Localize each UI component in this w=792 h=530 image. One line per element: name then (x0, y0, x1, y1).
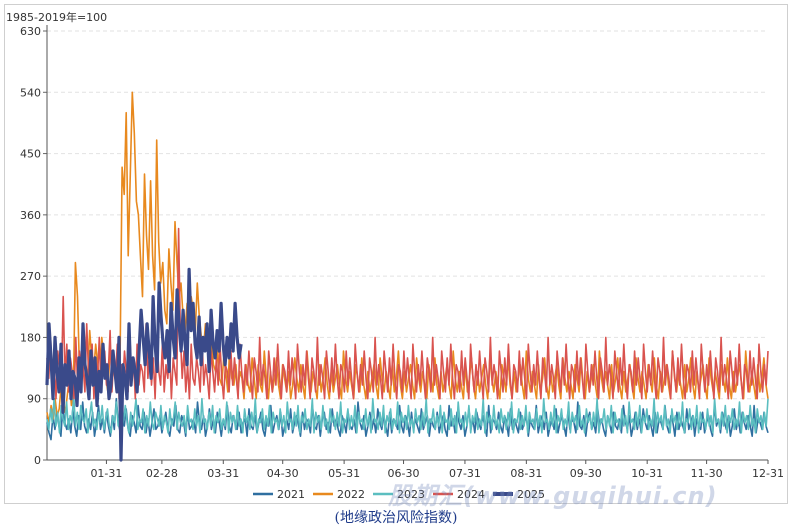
legend-label-2025: 2025 (517, 488, 545, 501)
x-tick-label: 11-30 (691, 467, 723, 480)
chart-caption: (地缘政治风险指数) (334, 510, 458, 526)
series-line-2024 (46, 227, 769, 400)
y-tick-label: 0 (34, 454, 41, 467)
x-tick-label: 10-31 (631, 467, 663, 480)
x-tick-label: 02-28 (146, 467, 178, 480)
unit-label: 1985-2019年=100 (6, 11, 108, 24)
legend-label-2023: 2023 (397, 488, 425, 501)
y-tick-label: 540 (20, 86, 41, 99)
y-tick-label: 180 (20, 331, 41, 344)
legend-label-2022: 2022 (337, 488, 365, 501)
y-tick-label: 630 (20, 25, 41, 38)
x-tick-label: 03-31 (207, 467, 239, 480)
x-tick-label: 12-31 (752, 467, 784, 480)
y-tick-label: 90 (27, 393, 41, 406)
y-tick-label: 360 (20, 209, 41, 222)
legend-label-2021: 2021 (277, 488, 305, 501)
y-tick-label: 450 (20, 148, 41, 161)
line-chart: 0 90 180 270 360 450 540 630 01-31 02-28 03-31 04-3… (20, 25, 784, 501)
x-tick-label: 01-31 (90, 467, 122, 480)
x-tick-label: 04-30 (267, 467, 299, 480)
series-line-2025 (45, 267, 243, 462)
x-tick-label: 05-31 (328, 467, 360, 480)
legend-label-2024: 2024 (457, 488, 485, 501)
x-tick-label: 09-30 (570, 467, 602, 480)
x-tick-label: 06-30 (388, 467, 420, 480)
y-tick-label: 270 (20, 270, 41, 283)
x-tick-label: 07-31 (449, 467, 481, 480)
x-tick-label: 08-31 (510, 467, 542, 480)
series-line-2023 (46, 394, 769, 434)
